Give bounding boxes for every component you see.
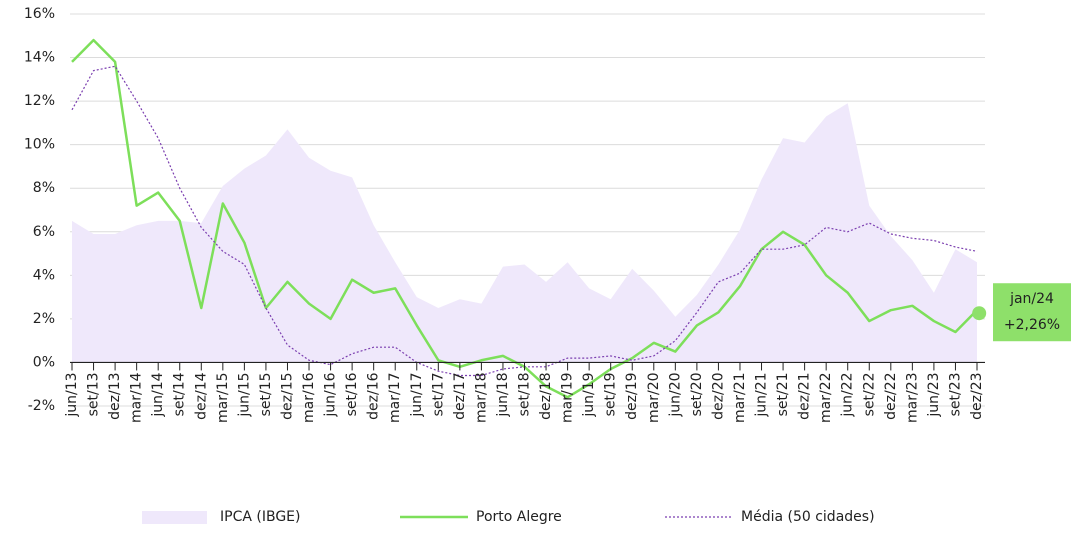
x-tick-label: jun/16 [323,372,339,417]
x-tick-label: jun/13 [64,372,80,417]
x-tick-label: dez/19 [624,372,640,419]
end-point [972,306,987,321]
x-tick-label: mar/15 [215,372,231,423]
x-tick-label: set/21 [775,372,791,416]
x-tick-label: dez/14 [193,372,209,419]
x-tick-label: jun/18 [495,372,511,417]
x-tick-label: set/13 [86,372,102,416]
y-tick-label: 6% [33,224,55,240]
x-tick-label: set/14 [172,372,188,416]
x-tick-label: set/23 [947,372,963,416]
y-tick-label: 8% [33,180,55,196]
x-tick-label: set/18 [517,372,533,416]
x-tick-label: jun/20 [667,372,683,417]
x-tick-label: mar/23 [904,372,920,423]
x-tick-label: dez/22 [883,372,899,419]
x-tick-label: dez/13 [107,372,123,419]
x-tick-label: dez/20 [710,372,726,419]
x-tick-label: mar/19 [560,372,576,423]
x-tick-label: dez/18 [538,372,554,419]
x-tick-label: mar/16 [301,372,317,423]
x-tick-label: set/17 [430,372,446,416]
x-tick-label: mar/22 [818,372,834,423]
x-tick-label: set/20 [689,372,705,416]
y-tick-label: 14% [24,50,55,66]
x-tick-label: dez/17 [452,372,468,419]
x-tick-label: set/16 [344,372,360,416]
y-tick-label: 10% [24,137,55,153]
x-tick-label: mar/21 [732,372,748,423]
y-tick-label: 12% [24,93,55,109]
x-tick-label: dez/15 [279,372,295,419]
y-tick-label: -2% [28,398,55,414]
x-tick-label: jun/23 [926,372,942,417]
x-tick-label: set/15 [258,372,274,416]
annotation-value: +2,26% [1004,317,1060,333]
y-tick-label: 4% [33,267,55,283]
annotation-box [993,283,1071,342]
x-tick-label: jun/22 [840,372,856,417]
x-tick-label: jun/15 [236,372,252,417]
x-tick-label: jun/14 [150,372,166,417]
x-tick-label: mar/14 [129,372,145,423]
y-tick-label: 2% [33,311,55,327]
x-tick-label: mar/17 [387,372,403,423]
x-tick-label: jun/17 [409,372,425,417]
area [72,103,977,363]
legend-label: IPCA (IBGE) [220,509,300,525]
x-tick-label: jun/19 [581,372,597,417]
y-tick-label: 0% [33,354,55,370]
x-tick-label: mar/18 [473,372,489,423]
x-tick-label: dez/23 [969,372,985,419]
legend-label: Porto Alegre [476,509,562,525]
x-tick-label: dez/21 [797,372,813,419]
x-tick-label: mar/20 [646,372,662,423]
legend-swatch [142,511,207,524]
x-tick-label: dez/16 [366,372,382,419]
x-tick-label: set/22 [861,372,877,416]
annotation-label: jan/24 [1009,291,1054,307]
x-tick-label: jun/21 [754,372,770,417]
legend-label: Média (50 cidades) [741,509,875,525]
y-tick-label: 16% [24,6,55,22]
x-tick-label: set/19 [603,372,619,416]
